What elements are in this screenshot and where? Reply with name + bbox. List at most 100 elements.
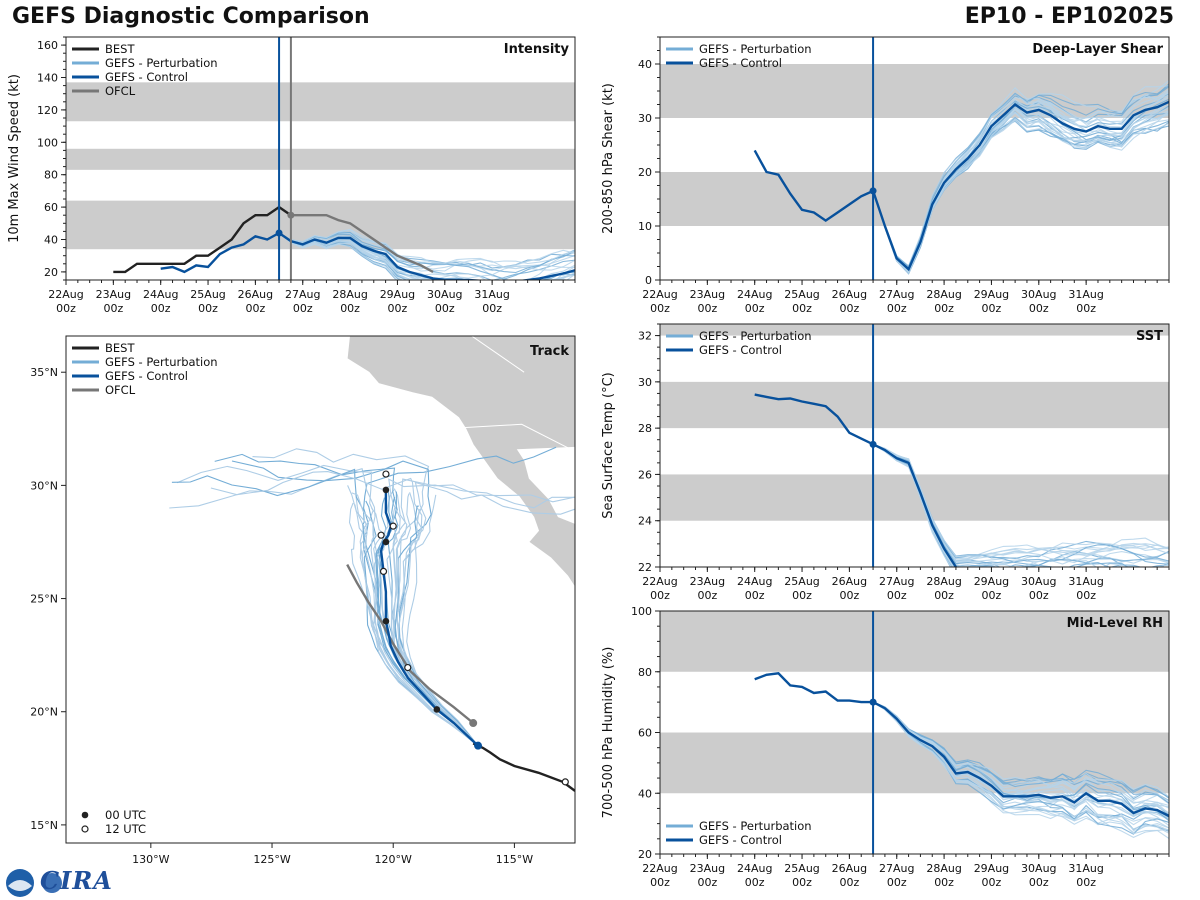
threshold-band-1 — [66, 148, 575, 170]
legend-label: GEFS - Control — [699, 833, 782, 847]
x-tick-hour: 00z — [982, 302, 1002, 315]
y-tick-label: 22 — [638, 561, 652, 574]
y-tick-label: 30 — [638, 376, 652, 389]
x-tick-hour: 00z — [151, 302, 171, 315]
figure-title: GEFS Diagnostic Comparison — [12, 4, 370, 29]
threshold-band-0 — [660, 172, 1169, 226]
x-tick-hour: 00z — [198, 302, 218, 315]
control-00utc-marker — [382, 486, 390, 494]
noaa-cira-logo — [6, 869, 62, 897]
y-tick-label: 35°N — [30, 366, 58, 379]
x-tick-day: 26Aug — [238, 288, 273, 301]
x-tick-day: 31Aug — [1068, 288, 1103, 301]
x-tick-day: 27Aug — [879, 575, 914, 588]
series-gefs-control — [753, 100, 1169, 272]
x-tick-hour: 00z — [982, 876, 1002, 889]
legend-label: BEST — [105, 341, 135, 355]
x-tick-day: 31Aug — [1068, 575, 1103, 588]
x-tick-day: 23Aug — [690, 288, 725, 301]
x-tick-hour: 00z — [792, 302, 812, 315]
perturbation-line — [278, 232, 403, 280]
legend-label: GEFS - Perturbation — [699, 329, 812, 343]
y-tick-label: 80 — [638, 666, 652, 679]
legend-label: 00 UTC — [105, 808, 146, 822]
x-tick-day: 25Aug — [784, 862, 819, 875]
control-12utc-marker — [404, 663, 412, 672]
x-tick-day: 25Aug — [784, 288, 819, 301]
y-tick-label: 26 — [638, 468, 652, 481]
y-tick-label: 30 — [638, 112, 652, 125]
legend-label: GEFS - Perturbation — [699, 42, 812, 56]
x-tick-hour: 00z — [934, 589, 954, 602]
threshold-band-0 — [660, 732, 1169, 794]
ofcl-track — [346, 564, 474, 724]
threshold-band-1 — [660, 611, 1169, 672]
x-tick-hour: 00z — [650, 876, 670, 889]
y-tick-label: 140 — [37, 72, 58, 85]
perturbation-line — [278, 232, 398, 280]
gulf-of-california — [516, 446, 575, 524]
perturbation-line — [278, 229, 575, 272]
map-area — [169, 336, 575, 792]
x-tick-label: 115°W — [496, 853, 533, 866]
y-tick-label: 28 — [638, 422, 652, 435]
perturbation-track — [348, 502, 479, 747]
x-tick-hour: 00z — [745, 876, 765, 889]
y-tick-label: 60 — [44, 201, 58, 214]
storm-id-title: EP10 - EP102025 — [964, 4, 1174, 29]
x-tick-hour: 00z — [246, 302, 266, 315]
control-00utc-marker — [382, 538, 390, 546]
legend-label: BEST — [105, 42, 135, 56]
legend-label: OFCL — [105, 383, 136, 397]
legend-label: GEFS - Control — [105, 70, 188, 84]
x-tick-hour: 00z — [887, 876, 907, 889]
x-tick-hour: 00z — [103, 302, 123, 315]
y-tick-label: 100 — [631, 605, 652, 618]
x-tick-hour: 00z — [982, 589, 1002, 602]
x-tick-hour: 00z — [697, 876, 717, 889]
y-tick-label: 20 — [44, 266, 58, 279]
perturbation-track — [396, 493, 479, 747]
x-tick-hour: 00z — [650, 589, 670, 602]
x-tick-day: 31Aug — [474, 288, 509, 301]
y-tick-label: 40 — [44, 234, 58, 247]
x-tick-day: 28Aug — [926, 575, 961, 588]
x-tick-day: 23Aug — [690, 862, 725, 875]
control-12utc-marker — [382, 470, 390, 478]
x-tick-label: 125°W — [253, 853, 290, 866]
y-tick-label: 120 — [37, 104, 58, 117]
legend-label: GEFS - Perturbation — [699, 819, 812, 833]
perturbation-line — [872, 701, 1169, 835]
y-tick-label: 40 — [638, 58, 652, 71]
series-gefs-control — [754, 672, 1169, 818]
x-tick-day: 24Aug — [737, 288, 772, 301]
panel-title: Mid-Level RH — [1067, 616, 1163, 631]
x-tick-day: 29Aug — [380, 288, 415, 301]
plot-area — [66, 37, 575, 280]
x-tick-day: 29Aug — [974, 575, 1009, 588]
legend-label: GEFS - Control — [105, 369, 188, 383]
x-tick-hour: 00z — [1029, 589, 1049, 602]
x-tick-hour: 00z — [792, 876, 812, 889]
x-tick-day: 26Aug — [832, 288, 867, 301]
y-tick-label: 160 — [37, 39, 58, 52]
y-tick-label: 20 — [638, 166, 652, 179]
control-12utc-marker — [377, 531, 385, 539]
x-tick-day: 24Aug — [737, 862, 772, 875]
y-tick-label: 10 — [638, 220, 652, 233]
x-tick-day: 26Aug — [832, 862, 867, 875]
perturbation-line — [278, 232, 397, 280]
x-tick-day: 30Aug — [1021, 862, 1056, 875]
control-init-marker — [869, 187, 877, 195]
x-tick-hour: 00z — [697, 589, 717, 602]
x-tick-day: 24Aug — [143, 288, 178, 301]
y-axis-label: 700-500 hPa Humidity (%) — [601, 647, 616, 819]
x-tick-hour: 00z — [56, 302, 76, 315]
threshold-band-2 — [66, 82, 575, 122]
plot-area — [660, 611, 1169, 854]
land-baja-california — [346, 336, 575, 588]
y-tick-label: 20 — [638, 848, 652, 861]
y-axis-label: Sea Surface Temp (°C) — [601, 372, 616, 519]
cira-logo-text: CIRA — [40, 866, 113, 895]
